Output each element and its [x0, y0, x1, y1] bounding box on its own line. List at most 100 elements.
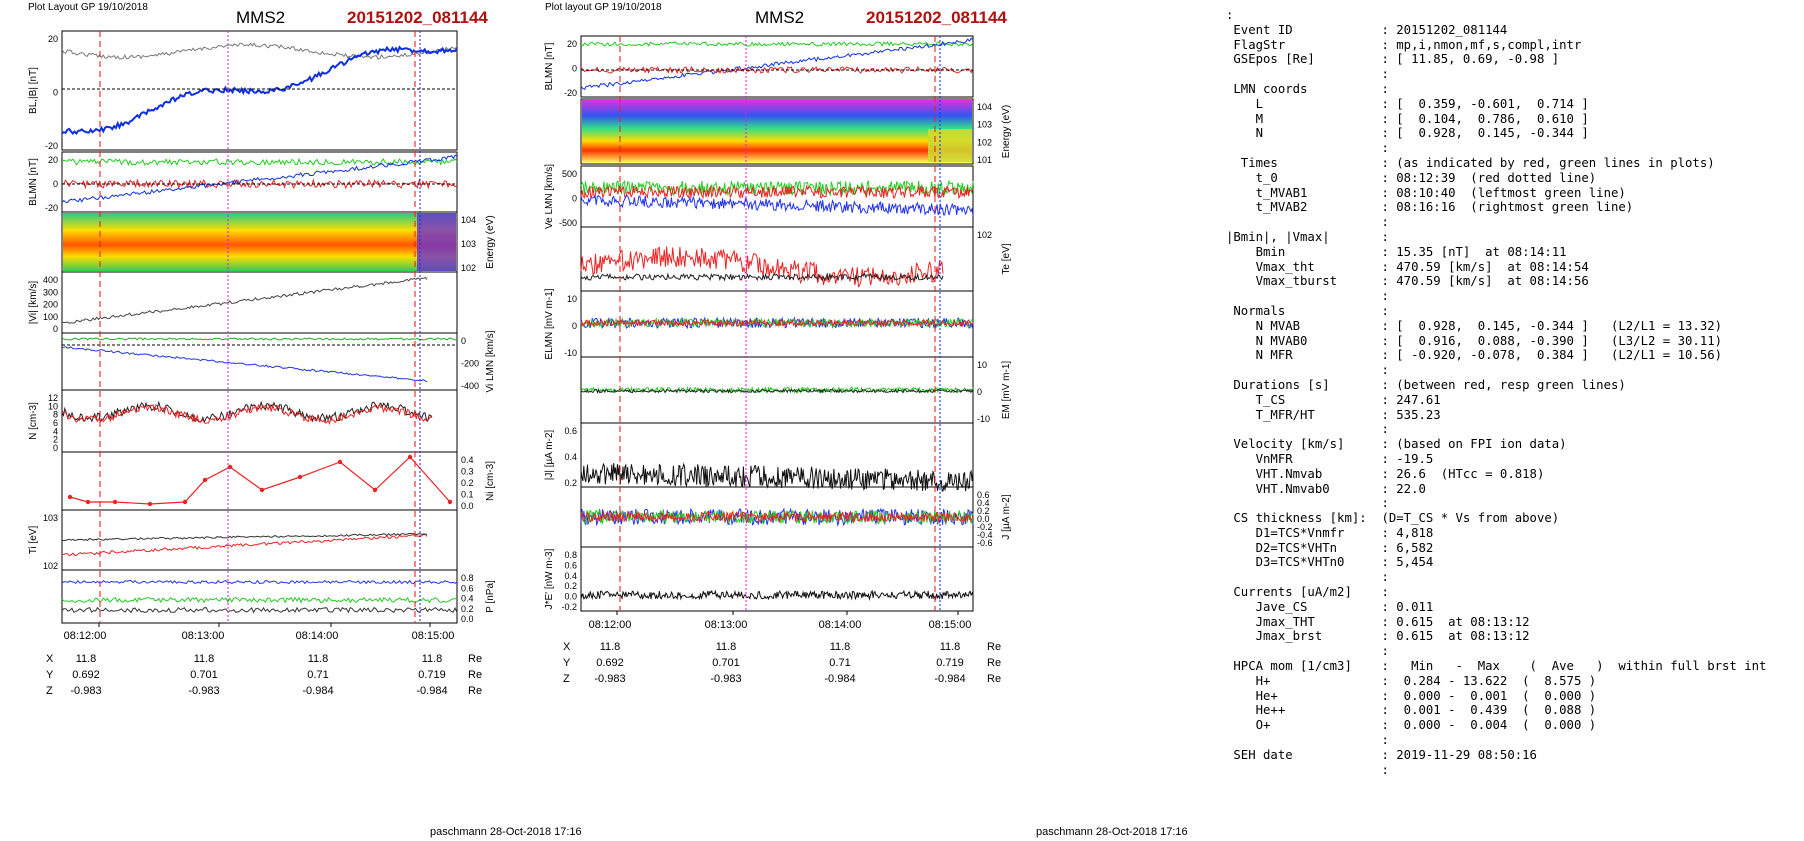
info-line: Vmax_tht : 470.59 [km/s] at 08:14:54: [1255, 259, 1589, 274]
info-line: T_MFR/HT : 535.23: [1255, 407, 1441, 422]
left-he-point: [259, 487, 265, 493]
right-tick-label: -0.2: [977, 522, 993, 532]
right-tick-label: -10: [564, 348, 577, 358]
left-tpar-line: [61, 533, 428, 557]
info-line: |Bmin|, |Vmax| :: [1226, 229, 1389, 244]
left-he-point: [67, 494, 73, 500]
left-vi-line: [61, 276, 428, 324]
left-coord-x: 11.8: [75, 653, 97, 665]
right-tick-label: -10: [977, 414, 990, 424]
left-panel-ylabel: P [nPa]: [485, 580, 496, 613]
left-b-magnitude-line: [61, 42, 458, 60]
left-coord-y: 0.692: [72, 669, 100, 681]
right-j-line: [580, 510, 974, 524]
info-line: D1=TCS*Vnmfr : 4,818: [1255, 525, 1434, 540]
right-tick-label: 0.0: [977, 514, 990, 524]
left-he-point: [447, 499, 453, 505]
left-coord-z: -0.983: [70, 685, 102, 697]
right-tick-label: -0.6: [977, 538, 993, 548]
info-line: N MVAB0 : [ 0.916, 0.088, -0.390 ] (L3/L…: [1255, 333, 1723, 348]
right-je-line: [580, 589, 974, 601]
info-line: Vmax_tburst : 470.59 [km/s] at 08:14:56: [1255, 274, 1589, 289]
right-coord-y: 0.719: [936, 657, 964, 669]
right-unit: Re: [987, 641, 1002, 653]
left-panel-ylabel: BLMN [nT]: [28, 158, 39, 206]
info-line: O+ : 0.000 - 0.004 ( 0.000 ): [1255, 718, 1597, 733]
right-event-id: 20151202_081144: [866, 8, 1007, 27]
left-coord-y: 0.701: [190, 669, 218, 681]
left-panel-ylabel: N [cm-3]: [28, 402, 39, 440]
left-tick-label: 200: [43, 300, 58, 310]
right-coord-z: -0.984: [824, 673, 856, 685]
left-tick-label: -200: [461, 359, 479, 369]
info-line: SEH date : 2019-11-29 08:50:16: [1233, 747, 1537, 762]
right-panel-ylabel: J*E' [nW m-3]: [544, 548, 555, 609]
right-coord-label-y: Y: [563, 657, 571, 669]
info-line: Times : (as indicated by red, green line…: [1240, 155, 1715, 170]
left-spectrogram-edge: [417, 213, 456, 271]
left-tick-label: 0: [461, 336, 466, 346]
left-tick-label: 104: [461, 215, 476, 225]
info-line: He+ : 0.000 - 0.001 ( 0.000 ): [1255, 688, 1597, 703]
info-line: t_MVAB1 : 08:10:40 (leftmost green line): [1255, 185, 1626, 200]
left-layout-label: Plot Layout GP 19/10/2018: [28, 2, 148, 13]
left-he-point: [407, 454, 413, 460]
left-panel-frame: [61, 569, 458, 624]
right-coord-x: 11.8: [599, 641, 621, 653]
left-tick-label: -20: [45, 203, 58, 213]
right-panel-ylabel: ELMN [mV m-1]: [544, 288, 555, 359]
info-line: :: [1381, 141, 1389, 156]
left-tick-label: 0.3: [461, 467, 474, 477]
info-line: Durations [s] : (between red, resp green…: [1233, 377, 1626, 392]
info-line: HPCA mom [1/cm3] : Min - Max ( Ave ) wit…: [1233, 659, 1767, 674]
left-unit: Re: [468, 653, 483, 665]
right-panel-frame: [580, 98, 974, 165]
info-line: Jmax_THT : 0.615 at 08:13:12: [1255, 614, 1530, 629]
left-ptot-line: [61, 579, 458, 585]
right-tick-label: 0.2: [564, 478, 577, 488]
left-coord-x: 11.8: [421, 653, 443, 665]
left-tperp-line: [61, 532, 428, 542]
right-panel-frame: [580, 35, 974, 98]
left-bm-line: [61, 157, 458, 167]
left-panel-ylabel: Ti [eV]: [28, 526, 39, 555]
right-coord-z: -0.983: [594, 673, 626, 685]
info-line: D2=TCS*VHTn : 6,582: [1255, 540, 1434, 555]
right-panel-ylabel: J [µA m-2]: [1001, 494, 1012, 539]
right-tick-label: 0.2: [564, 581, 577, 591]
left-spectrogram: [63, 213, 456, 271]
right-coord-label-x: X: [563, 641, 571, 653]
left-coord-z: -0.983: [188, 685, 220, 697]
right-panel-frame: [580, 546, 974, 612]
right-coord-y: 0.701: [712, 657, 740, 669]
right-panel-ylabel: |J| [µA m-2]: [544, 430, 555, 481]
right-layout-label: Plot layout GP 19/10/2018: [545, 2, 662, 13]
right-tick-label: 103: [977, 120, 992, 130]
info-line: LMN coords :: [1233, 81, 1389, 96]
left-coord-label-z: Z: [46, 685, 53, 697]
left-time-tick: 08:12:00: [63, 630, 107, 642]
left-panel-frame: [61, 271, 458, 334]
right-tick-label: -0.4: [977, 530, 993, 540]
left-tick-label: 103: [43, 513, 58, 523]
right-tick-label: 101: [977, 155, 992, 165]
right-tick-label: 0.4: [564, 571, 577, 581]
info-line: Velocity [km/s] : (based on FPI ion data…: [1233, 437, 1567, 452]
right-tick-label: 500: [562, 169, 577, 179]
left-footer: paschmann 28-Oct-2018 17:16: [430, 826, 582, 838]
right-coord-x: 11.8: [829, 641, 851, 653]
right-em-line: [580, 385, 974, 395]
left-coord-x: 11.8: [307, 653, 329, 665]
left-coord-z: -0.984: [416, 685, 448, 697]
info-line: GSEpos [Re] : [ 11.85, 0.69, -0.98 ]: [1233, 52, 1560, 67]
right-tick-label: -0.2: [561, 602, 577, 612]
info-line: N MVAB : [ 0.928, 0.145, -0.344 ] (L2/L1…: [1255, 318, 1723, 333]
left-tick-label: -400: [461, 381, 479, 391]
info-line: :: [1381, 215, 1389, 230]
right-coord-label-z: Z: [563, 673, 570, 685]
left-spacecraft-title: MMS2: [236, 8, 286, 27]
left-coord-x: 11.8: [193, 653, 215, 665]
info-line: VHT.Nmvab : 26.6 (HTcc = 0.818): [1255, 466, 1545, 481]
right-te-perp-line: [580, 272, 944, 282]
